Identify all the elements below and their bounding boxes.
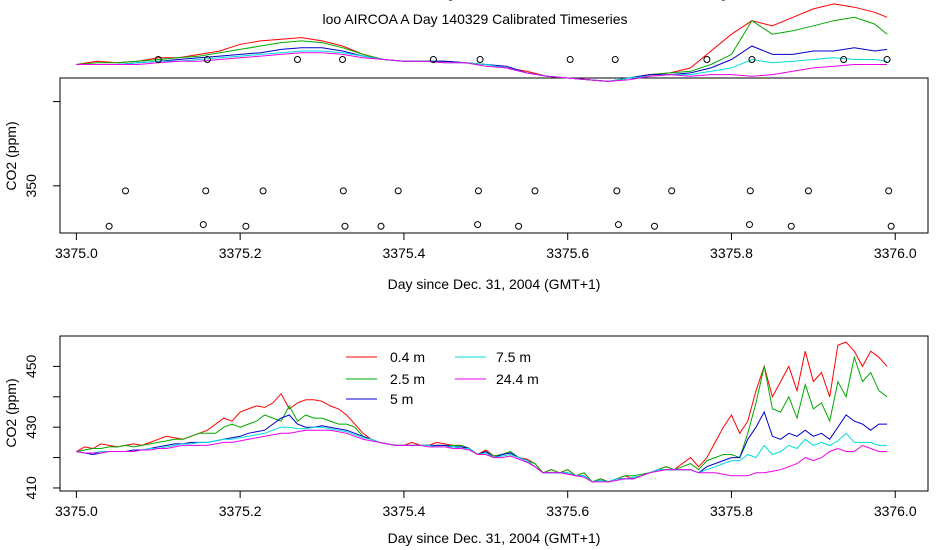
x-axis-label-bottom: Day since Dec. 31, 2004 (GMT+1) — [388, 530, 601, 546]
y-tick-label: 350 — [23, 174, 39, 198]
y-tick-label: 430 — [23, 415, 39, 439]
series-line-0-4-m — [76, 341, 888, 483]
calibration-point — [242, 222, 250, 230]
calibration-point — [804, 187, 812, 195]
series-line-24-4-m — [76, 52, 888, 82]
calibration-point — [885, 187, 893, 195]
panel-bottom: 3375.0 3375.2 3375.4 3375.6 3375.8 3376.0 410 4… — [3, 335, 929, 546]
calibration-point — [746, 187, 754, 195]
x-tick-label: 3375.8 — [710, 503, 753, 519]
x-tick-label: 3375.6 — [546, 503, 589, 519]
calibration-point — [154, 55, 162, 63]
calibration-point — [840, 55, 848, 63]
legend-label: 0.4 m — [390, 349, 425, 365]
calibration-point — [122, 187, 130, 195]
x-tick-label: 3375.6 — [546, 245, 589, 261]
calibration-point — [474, 221, 482, 229]
x-tick-label: 3376.0 — [874, 503, 917, 519]
plot-frame-top — [59, 77, 929, 234]
legend-label: 2.5 m — [390, 371, 425, 387]
x-tick-label: 3375.4 — [383, 245, 426, 261]
calibration-point — [202, 187, 210, 195]
calibration-point — [429, 55, 437, 63]
calibration-point — [745, 221, 753, 229]
legend-label: 5 m — [390, 391, 413, 407]
y-tick-label: 410 — [23, 476, 39, 500]
x-axis-label-top: Day since Dec. 31, 2004 (GMT+1) — [388, 276, 601, 292]
x-tick-label: 3375.2 — [219, 245, 262, 261]
legend-label: 7.5 m — [496, 349, 531, 365]
calibration-point — [203, 55, 211, 63]
calibration-point — [515, 222, 523, 230]
calibration-point — [476, 55, 484, 63]
calibration-point — [394, 187, 402, 195]
plot-frame-bottom — [59, 335, 929, 492]
panel-top: 3375.0 3375.2 3375.4 3375.6 3375.8 3376.0350 … — [3, 0, 929, 292]
series-lines-top — [76, 3, 888, 82]
calibration-point — [377, 222, 385, 230]
series-line-24-4-m — [76, 429, 888, 483]
calibration-point — [339, 187, 347, 195]
y-axis-label-top: CO2 (ppm) — [3, 121, 19, 190]
series-line-2-5-m — [76, 355, 888, 483]
calibration-point — [650, 222, 658, 230]
x-tick-label: 3376.0 — [874, 245, 917, 261]
calibration-point — [703, 55, 711, 63]
calibration-point — [531, 187, 539, 195]
x-tick-label: 3375.0 — [55, 245, 98, 261]
axes-bottom: 3375.0 3375.2 3375.4 3375.6 3375.8 3376.0 410 4… — [23, 354, 917, 519]
series-line-7-5-m — [76, 50, 888, 82]
y-tick-label: 450 — [23, 354, 39, 378]
calibration-point — [611, 55, 619, 63]
calibration-point — [339, 55, 347, 63]
x-tick-label: 3375.0 — [55, 503, 98, 519]
calibration-point — [474, 187, 482, 195]
x-tick-label: 3375.4 — [383, 503, 426, 519]
y-axis-label-bottom: CO2 (ppm) — [3, 378, 19, 447]
axes-top: 3375.0 3375.2 3375.4 3375.6 3375.8 3376.0 350 — [23, 101, 917, 261]
calibration-point — [787, 222, 795, 230]
calibration-point — [341, 222, 349, 230]
calibration-point — [748, 55, 756, 63]
legend: 0.4 m 2.5 m 5 m 7.5 m 24.4 m — [346, 349, 539, 407]
calibration-point — [883, 55, 891, 63]
calibration-point — [293, 55, 301, 63]
calibration-point — [668, 187, 676, 195]
figure-title: loo AIRCOA A Day 140329 Calibrated Times… — [322, 11, 627, 27]
calibration-point — [566, 55, 574, 63]
x-tick-label: 3375.8 — [710, 245, 753, 261]
calibration-point — [199, 221, 207, 229]
calibration-points — [105, 0, 895, 230]
x-tick-label: 3375.2 — [219, 503, 262, 519]
calibration-point — [614, 221, 622, 229]
series-lines-bottom — [76, 341, 888, 483]
calibration-point — [105, 222, 113, 230]
calibration-point — [259, 187, 267, 195]
series-line-7-5-m — [76, 426, 888, 483]
legend-label: 24.4 m — [496, 371, 539, 387]
calibration-point — [613, 187, 621, 195]
calibration-point — [887, 222, 895, 230]
